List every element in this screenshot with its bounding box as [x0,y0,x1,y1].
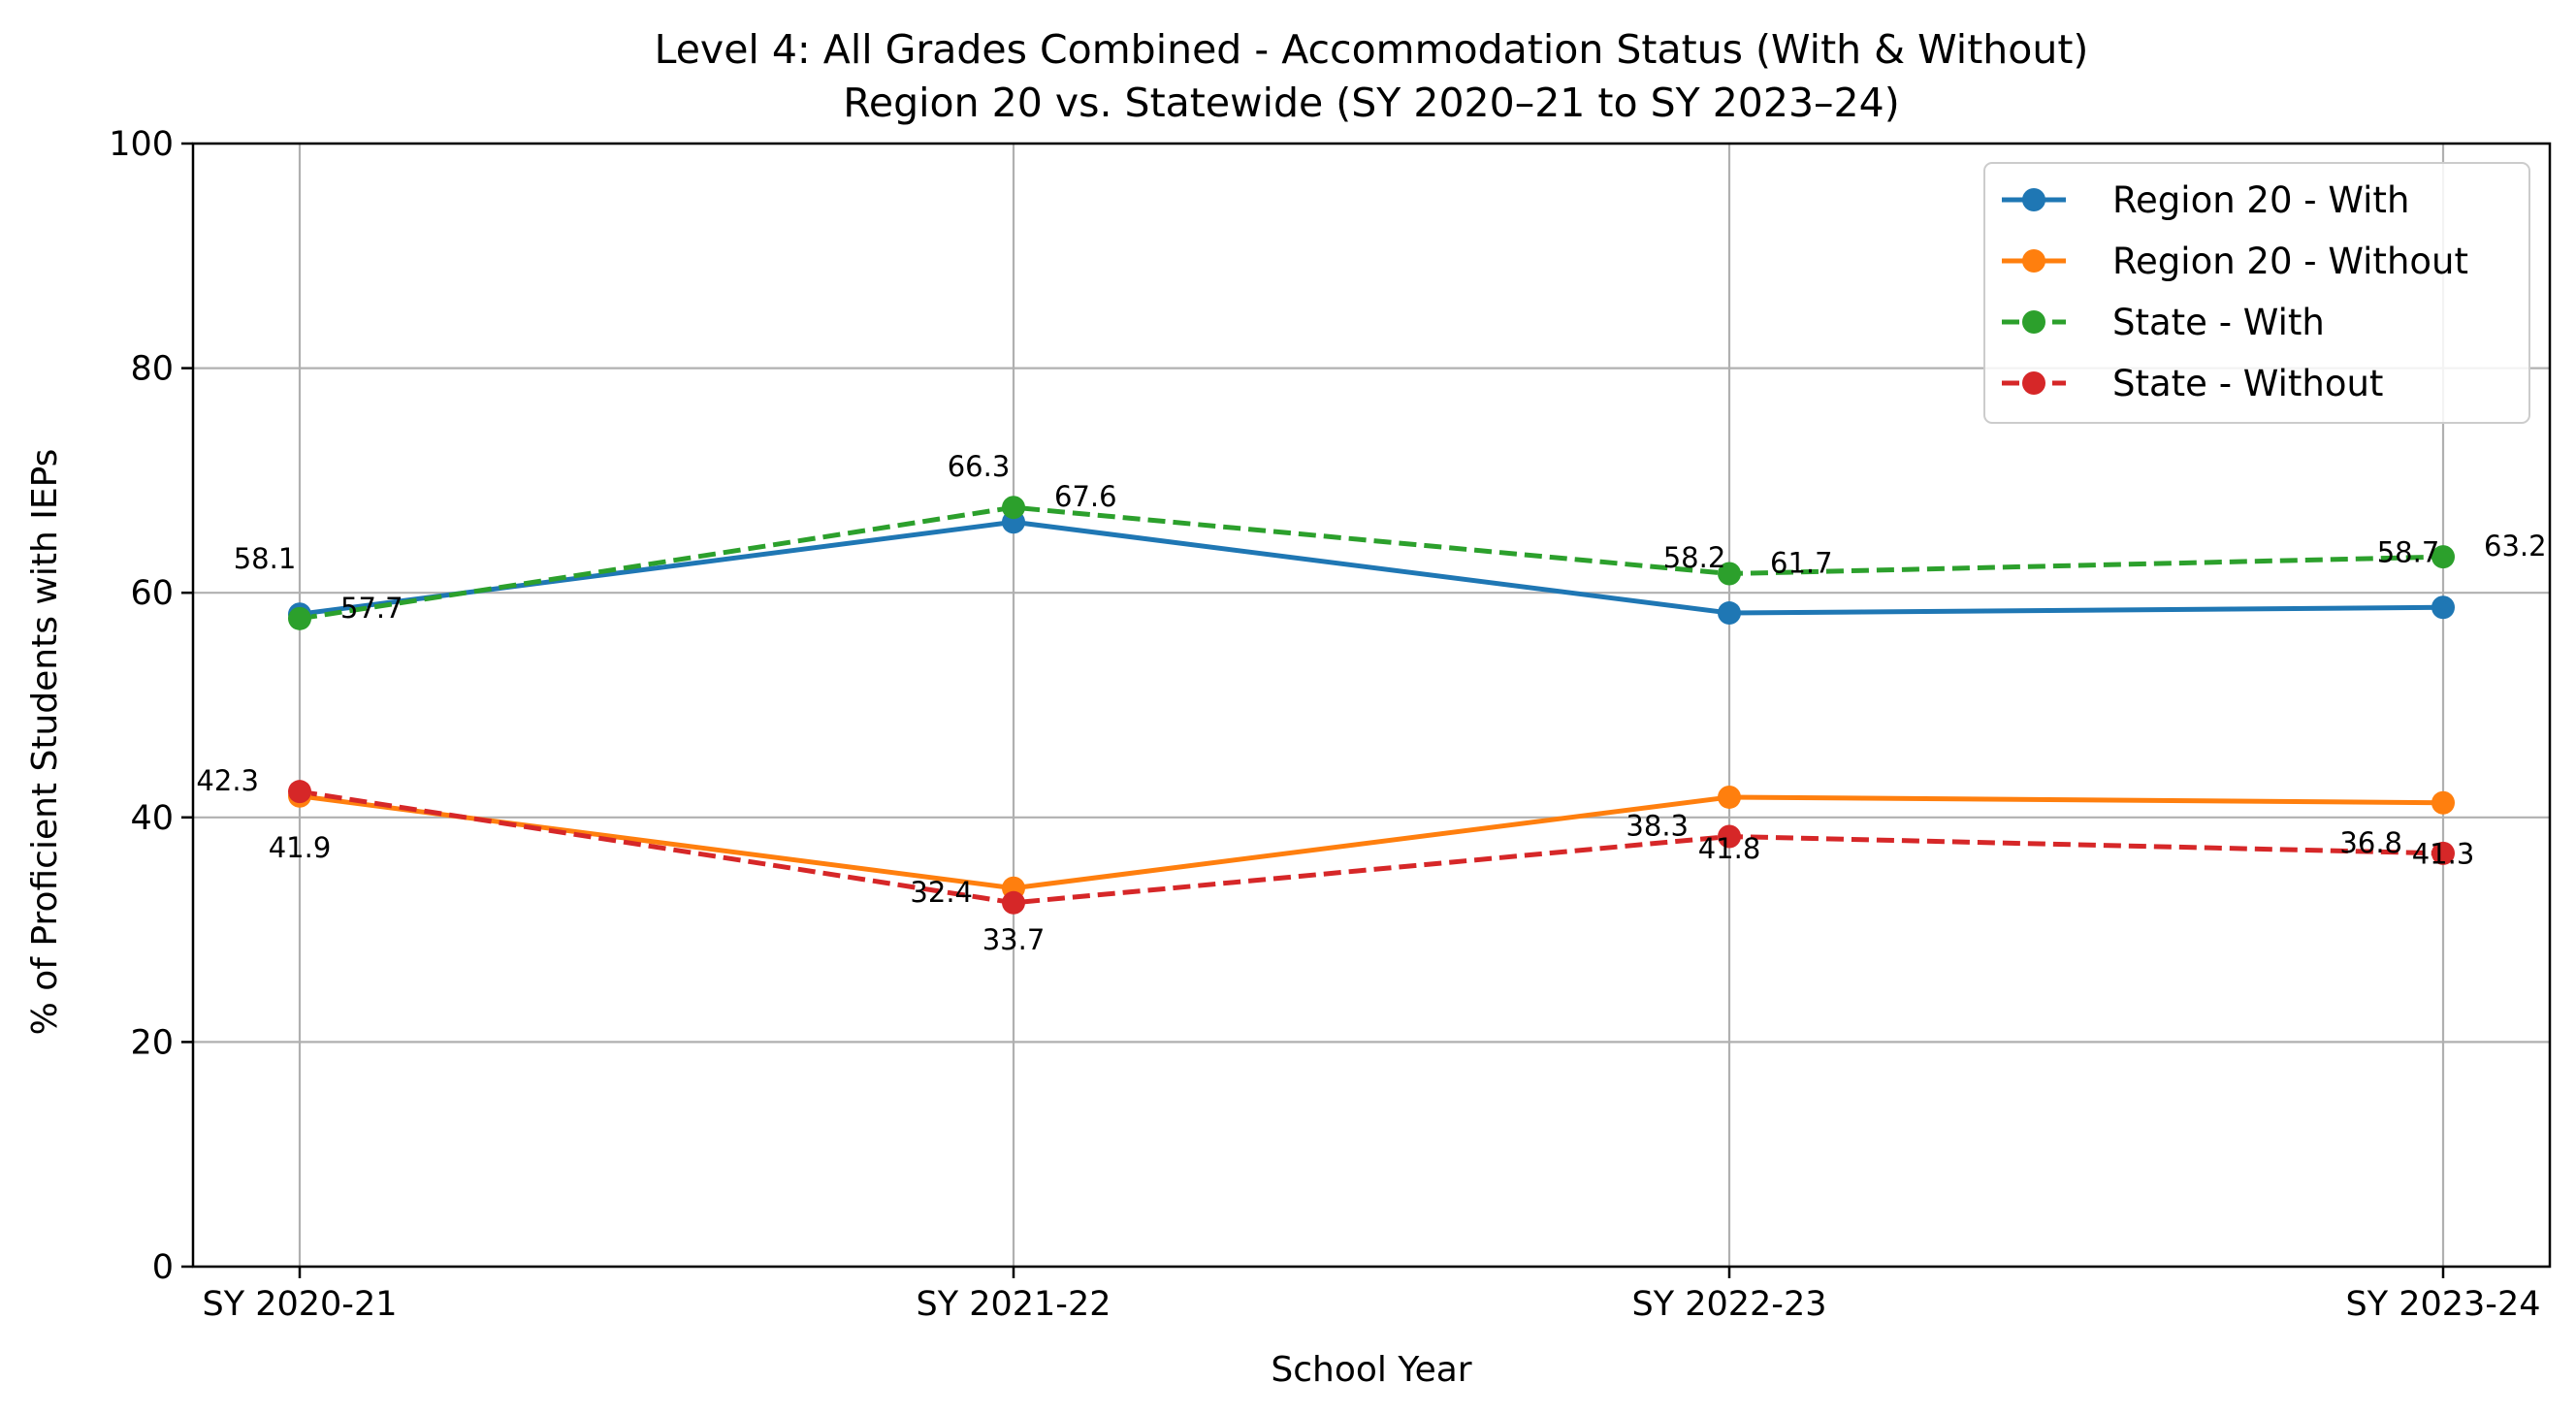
data-point [1002,890,1025,915]
data-label: 58.1 [234,542,297,575]
series-markers [288,496,2455,915]
series-lines [299,504,2444,906]
data-label: 58.2 [1663,541,1726,574]
series-line [299,504,2444,622]
data-point [288,780,311,804]
data-label: 57.7 [340,592,403,625]
data-point [2431,545,2455,569]
data-label: 41.3 [2412,838,2475,871]
legend-entry: State - With [2112,302,2325,343]
x-axis-label: School Year [1271,1350,1471,1390]
legend-box [1983,162,2530,424]
data-point [2431,841,2455,865]
y-tick-label: 20 [130,1023,174,1062]
y-tick-label: 80 [130,350,174,389]
y-tick-label: 40 [130,799,174,838]
legend-entry: Region 20 - With [2112,179,2409,221]
data-point [288,606,311,630]
chart-title: Level 4: All Grades Combined - Accommoda… [655,26,2089,73]
data-labels: 58.1 66.3 58.2 58.7 41.9 33.7 41.8 41.3 57.7 67.6… [196,450,2546,956]
data-label: 67.6 [1054,480,1117,513]
legend-swatch-marker [2022,188,2045,211]
data-label: 32.4 [910,876,973,909]
data-label: 33.7 [982,923,1046,956]
data-label: 63.2 [2484,530,2547,563]
data-label: 58.7 [2377,535,2440,568]
data-label: 61.7 [1770,547,1833,580]
y-tick-label: 0 [152,1248,174,1287]
data-point [2431,595,2455,620]
series-line [299,788,2444,906]
x-tick-label: SY 2022-23 [1632,1285,1827,1324]
data-point [1718,824,1741,849]
y-axis: 0 20 40 60 80 100 [109,125,193,1287]
legend-swatch-marker [2022,310,2045,334]
legend-entry: State - Without [2112,363,2383,404]
data-label: 66.3 [948,450,1011,483]
data-point [1718,785,1741,809]
y-axis-label: % of Proficient Students with IEPs [25,449,65,1036]
plot-frame [191,142,2552,1269]
data-point [1718,562,1741,586]
x-tick-label: SY 2023-24 [2346,1285,2541,1324]
legend-swatch-marker [2022,249,2045,273]
legend: Region 20 - With Region 20 - Without State… [1983,162,2530,424]
chart-subtitle: Region 20 vs. Statewide (SY 2020–21 to S… [843,80,1899,126]
x-axis: SY 2020-21 SY 2021-22 SY 2022-23 SY 2023-24 [203,1267,2541,1324]
data-label: 42.3 [196,764,259,797]
data-point [1718,601,1741,626]
data-point [2431,790,2455,815]
series-line [299,793,2444,891]
y-tick-label: 60 [130,574,174,613]
data-label: 41.9 [269,831,332,864]
legend-swatch-marker [2022,371,2045,395]
data-label: 36.8 [2339,826,2402,859]
legend-entry: Region 20 - Without [2112,241,2468,282]
data-point [1002,496,1025,520]
x-tick-label: SY 2021-22 [917,1285,1111,1324]
series-line [299,519,2444,617]
data-label: 41.8 [1698,832,1761,865]
y-tick-label: 100 [109,125,174,164]
data-label: 38.3 [1626,809,1689,842]
x-tick-label: SY 2020-21 [203,1285,398,1324]
